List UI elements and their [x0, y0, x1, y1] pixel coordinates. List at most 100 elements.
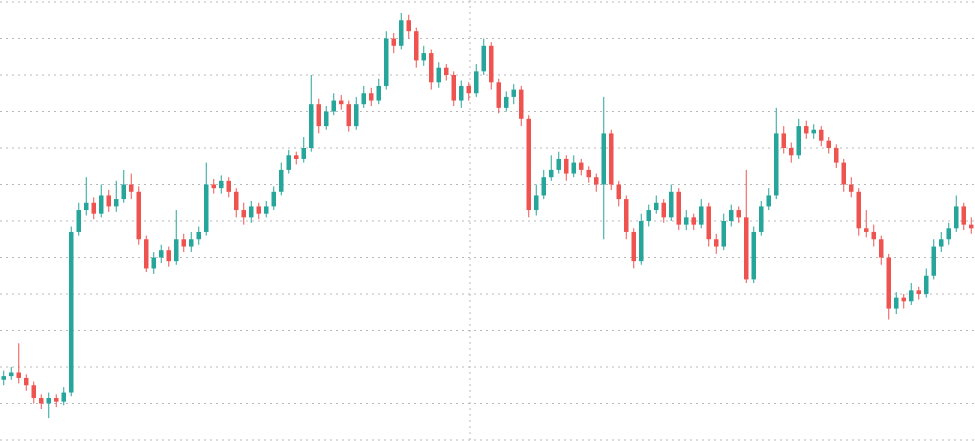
candle-body [459, 85, 464, 101]
candle-body [564, 158, 569, 174]
candle-body [211, 184, 216, 189]
candle-body [819, 129, 824, 141]
candle-body [901, 297, 906, 302]
candle-body [954, 206, 959, 229]
candle-body [826, 140, 831, 148]
candle-body [721, 221, 726, 247]
candle-body [729, 210, 734, 221]
candle-body [234, 191, 239, 211]
candle-body [39, 398, 44, 404]
candle-body [159, 250, 164, 258]
candle-body [849, 184, 854, 192]
candle-body [834, 148, 839, 163]
candle-body [429, 53, 434, 83]
candle-body [114, 199, 119, 207]
candle-body [391, 38, 396, 46]
candle-body [549, 169, 554, 178]
candle-body [766, 195, 771, 207]
candle-body [331, 100, 336, 112]
candle-body [624, 199, 629, 232]
candle-body [631, 231, 636, 262]
candle-body [774, 133, 779, 196]
candle-body [534, 195, 539, 211]
candle-body [414, 31, 419, 61]
candle-body [511, 89, 516, 97]
candle-body [886, 257, 891, 309]
candle-body [961, 206, 966, 225]
candle-body [316, 104, 321, 127]
candle-body [69, 231, 74, 393]
candle-body [526, 118, 531, 211]
candle-body [61, 392, 66, 402]
candle-body [676, 191, 681, 225]
candle-body [376, 85, 381, 101]
candle-body [639, 221, 644, 262]
candle-body [106, 195, 111, 207]
candle-body [241, 210, 246, 218]
candle-body [129, 184, 134, 192]
candle-body [369, 93, 374, 101]
candle-body [894, 297, 899, 309]
candle-body [789, 148, 794, 156]
candle-body [301, 148, 306, 159]
candle-body [256, 206, 261, 214]
candle-body [616, 184, 621, 200]
candle-body [916, 290, 921, 294]
candle-body [421, 53, 426, 61]
candle-body [609, 133, 614, 185]
candle-body [144, 239, 149, 269]
candle-body [99, 195, 104, 214]
candle-body [399, 20, 404, 46]
candle-body [151, 257, 156, 269]
candle-body [361, 93, 366, 105]
candle-body [249, 206, 254, 218]
candle-body [924, 275, 929, 294]
candle-body [931, 246, 936, 276]
candle-body [556, 158, 561, 170]
candle-body [856, 191, 861, 229]
candle-body [474, 71, 479, 94]
candle-body [384, 38, 389, 86]
candle-body [519, 89, 524, 119]
candle-body [286, 155, 291, 170]
candle-body [279, 169, 284, 192]
candle-body [444, 67, 449, 75]
candle-body [744, 217, 749, 280]
candle-body [339, 100, 344, 105]
candle-body [864, 228, 869, 232]
candle-body [451, 75, 456, 101]
candle-body [481, 45, 486, 72]
candle-body [706, 206, 711, 240]
candle-body [909, 290, 914, 302]
candle-body [751, 231, 756, 280]
candle-body [204, 184, 209, 232]
candle-body [579, 162, 584, 170]
candle-body [174, 239, 179, 262]
candle-body [324, 111, 329, 127]
candle-body [586, 169, 591, 178]
candle-body [669, 191, 674, 218]
candle-body [226, 180, 231, 192]
candle-body [879, 239, 884, 258]
candle-body [571, 162, 576, 174]
candle-body [1, 376, 6, 380]
candle-body [489, 45, 494, 83]
candle-body [294, 155, 299, 159]
candle-body [691, 217, 696, 225]
candle-body [496, 82, 501, 108]
candle-body [684, 217, 689, 225]
candle-body [406, 20, 411, 32]
candle-body [969, 224, 974, 229]
candle-body [781, 133, 786, 148]
candle-body [136, 191, 141, 240]
candle-body [189, 239, 194, 247]
candle-body [121, 184, 126, 200]
candle-body [804, 126, 809, 134]
candle-body [736, 210, 741, 218]
candle-body [24, 377, 29, 386]
candle-body [504, 96, 509, 108]
candle-body [714, 239, 719, 247]
candle-body [594, 177, 599, 185]
